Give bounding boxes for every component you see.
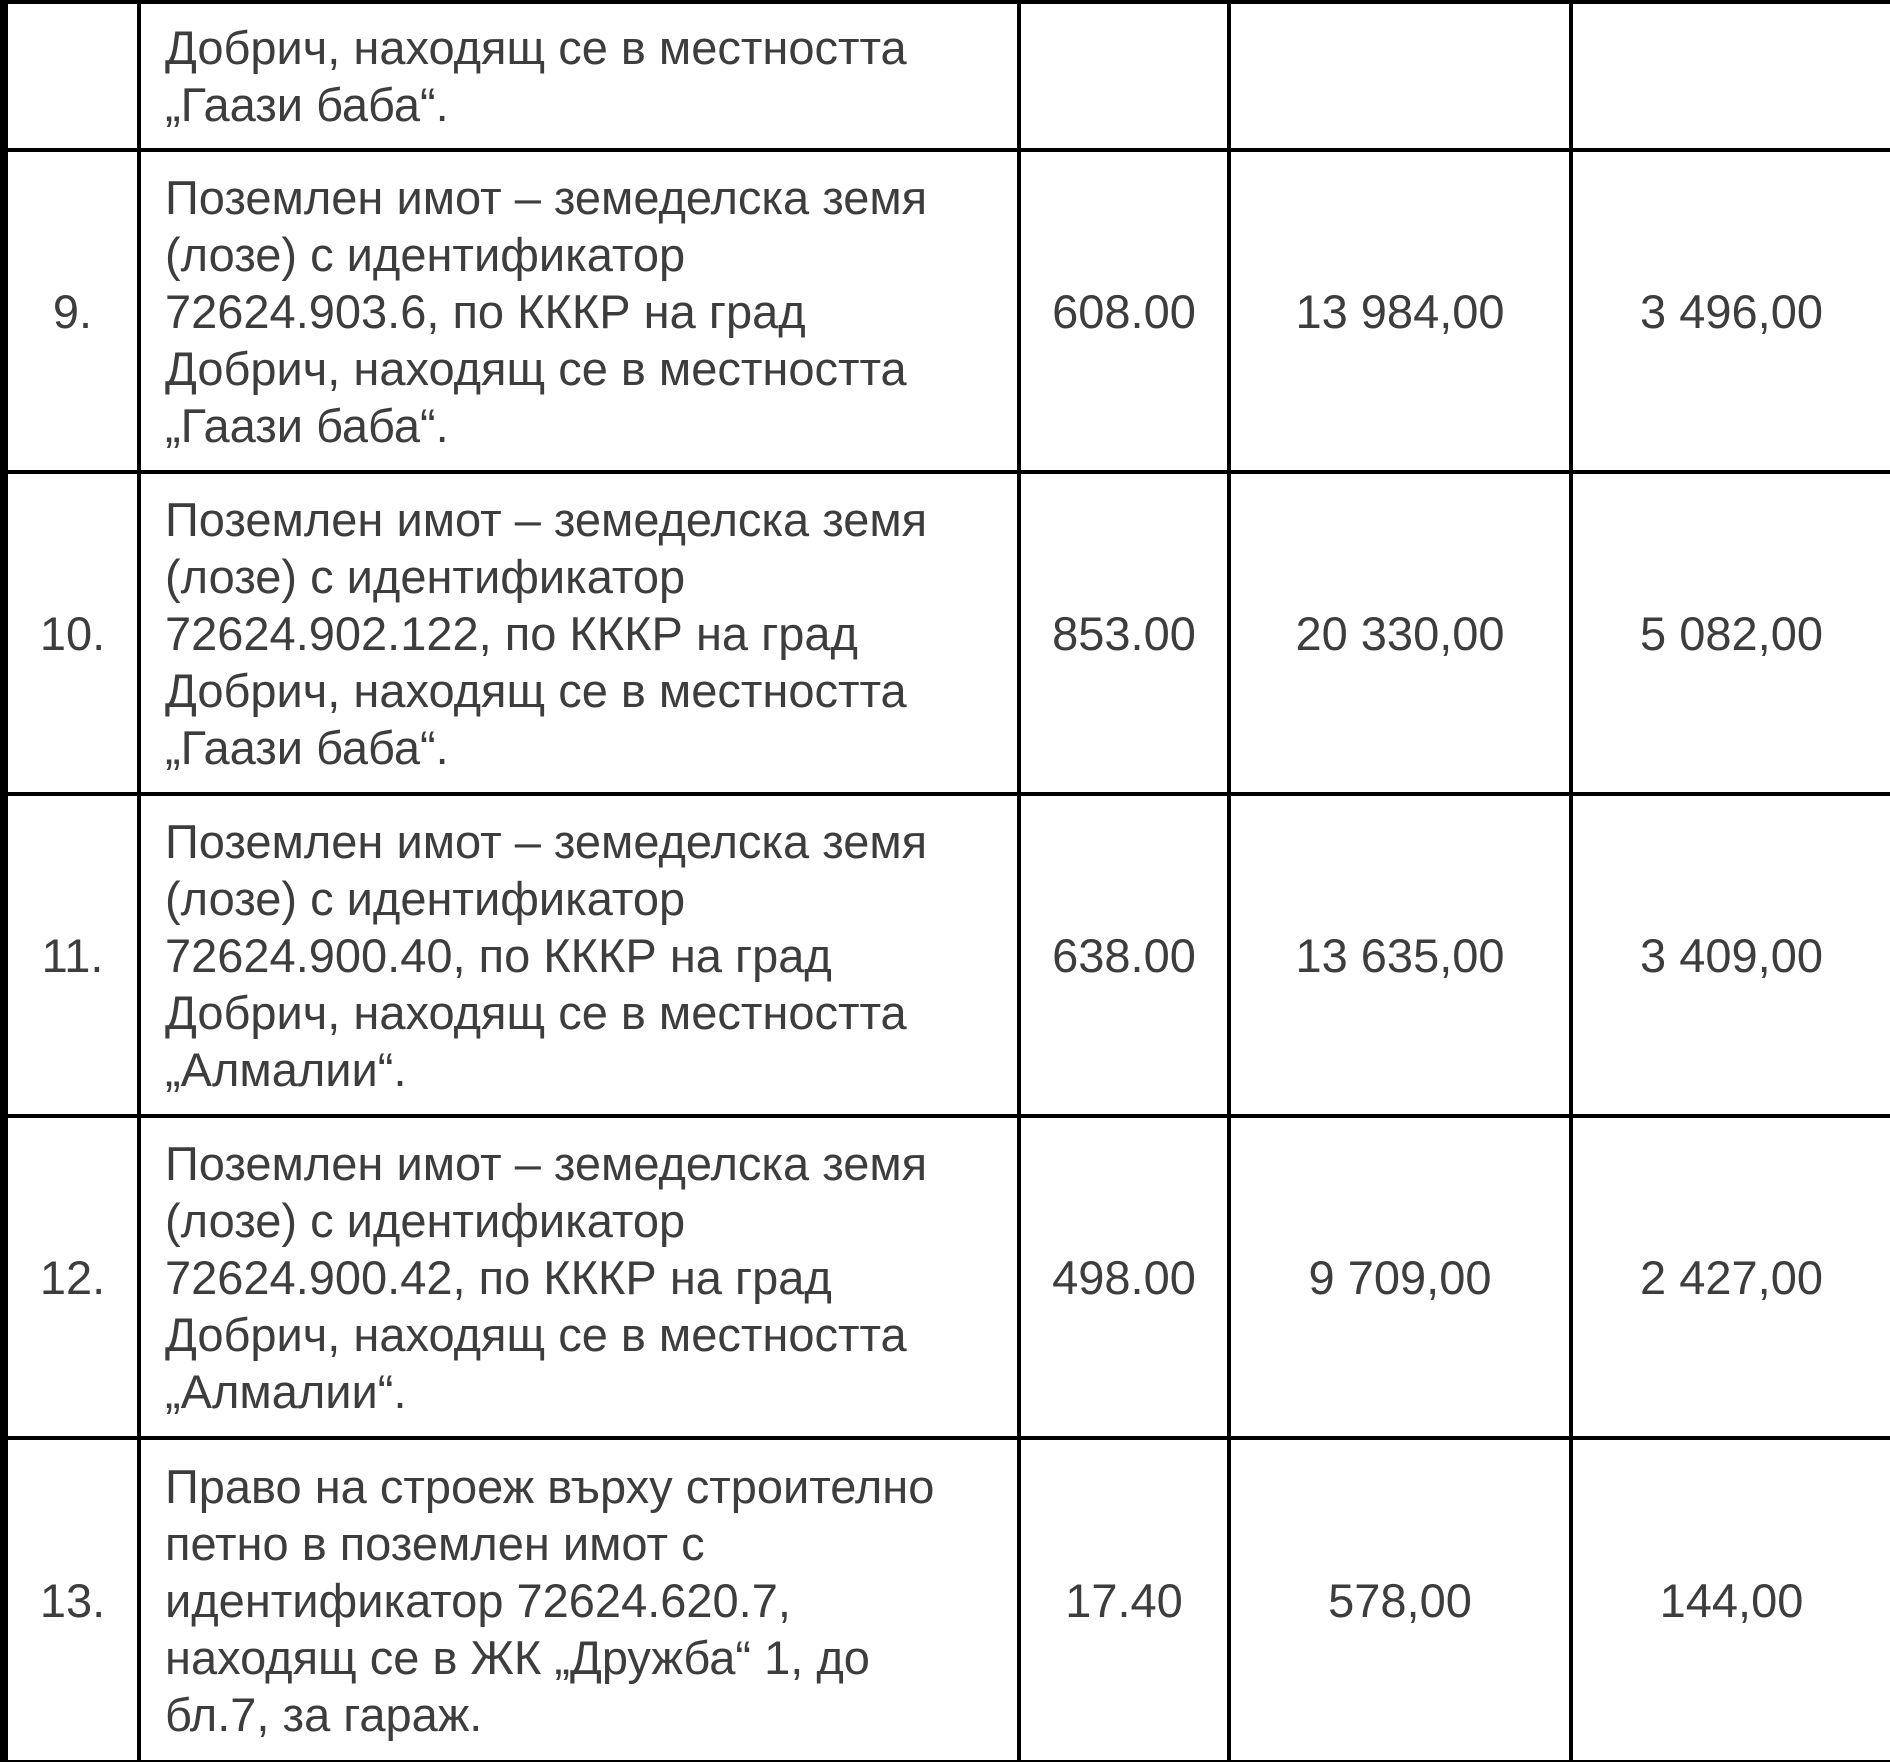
row-number-cell: 13. bbox=[2, 1436, 141, 1762]
description-cell: Поземлен имот – земеделска земя (лозе) с… bbox=[137, 148, 1021, 474]
amount-cell-1: 13 984,00 bbox=[1227, 148, 1573, 474]
amount-cell-2: 3 496,00 bbox=[1569, 148, 1890, 474]
description-cell: Поземлен имот – земеделска земя (лозе) с… bbox=[137, 1114, 1021, 1440]
row-number-cell bbox=[2, 0, 141, 152]
description-cell: Поземлен имот – земеделска земя (лозе) с… bbox=[137, 792, 1021, 1118]
amount-cell-2: 2 427,00 bbox=[1569, 1114, 1890, 1440]
amount-cell-1: 13 635,00 bbox=[1227, 792, 1573, 1118]
area-cell: 498.00 bbox=[1017, 1114, 1231, 1440]
table-row: Добрич, находящ се в местността „Гаази б… bbox=[2, 0, 1890, 152]
table-row: 10. Поземлен имот – земеделска земя (лоз… bbox=[2, 470, 1890, 796]
description-cell: Право на строеж върху строително петно в… bbox=[137, 1436, 1021, 1762]
row-number-cell: 11. bbox=[2, 792, 141, 1118]
amount-cell-1 bbox=[1227, 0, 1573, 152]
amount-cell-2 bbox=[1569, 0, 1890, 152]
area-cell: 853.00 bbox=[1017, 470, 1231, 796]
amount-cell-2: 5 082,00 bbox=[1569, 470, 1890, 796]
amount-cell-2: 3 409,00 bbox=[1569, 792, 1890, 1118]
table-row: 9. Поземлен имот – земеделска земя (лозе… bbox=[2, 148, 1890, 474]
row-number-cell: 10. bbox=[2, 470, 141, 796]
description-cell: Добрич, находящ се в местността „Гаази б… bbox=[137, 0, 1021, 152]
area-cell: 638.00 bbox=[1017, 792, 1231, 1118]
table-row: 13. Право на строеж върху строително пет… bbox=[2, 1436, 1890, 1762]
area-cell: 17.40 bbox=[1017, 1436, 1231, 1762]
row-number-cell: 12. bbox=[2, 1114, 141, 1440]
area-cell bbox=[1017, 0, 1231, 152]
amount-cell-1: 9 709,00 bbox=[1227, 1114, 1573, 1440]
amount-cell-1: 578,00 bbox=[1227, 1436, 1573, 1762]
amount-cell-2: 144,00 bbox=[1569, 1436, 1890, 1762]
area-cell: 608.00 bbox=[1017, 148, 1231, 474]
description-cell: Поземлен имот – земеделска земя (лозе) с… bbox=[137, 470, 1021, 796]
amount-cell-1: 20 330,00 bbox=[1227, 470, 1573, 796]
table-row: 11. Поземлен имот – земеделска земя (лоз… bbox=[2, 792, 1890, 1118]
row-number-cell: 9. bbox=[2, 148, 141, 474]
table-row: 12. Поземлен имот – земеделска земя (лоз… bbox=[2, 1114, 1890, 1440]
